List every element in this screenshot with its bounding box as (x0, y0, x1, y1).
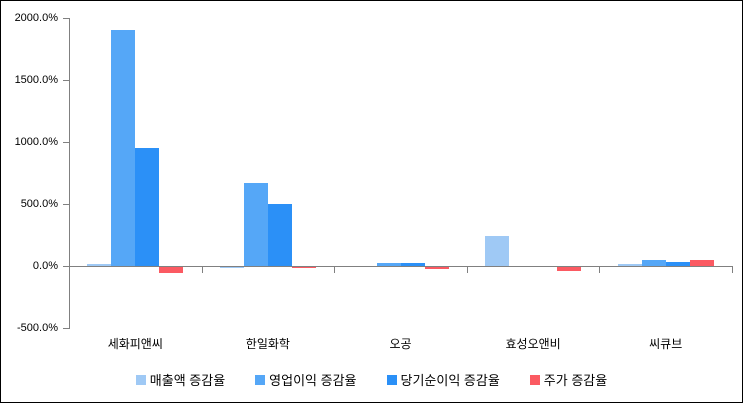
bar-영업이익 증감율-오공 (376, 262, 401, 266)
legend-swatch-주가 증감율 (529, 374, 540, 385)
bar-매출액 증감율-한일화학 (219, 267, 244, 269)
legend-swatch-영업이익 증감율 (255, 374, 266, 385)
y-axis-tick-label: 2000.0% (14, 12, 58, 24)
legend-label: 매출액 증감율 (149, 373, 226, 388)
y-axis-tick (63, 142, 69, 143)
x-axis-category-label: 씨큐브 (649, 337, 683, 351)
y-axis-tick-label: 0.0% (32, 260, 58, 272)
y-axis-line (69, 18, 70, 329)
legend-label: 당기순이익 증감율 (400, 373, 500, 388)
bar-영업이익 증감율-씨큐브 (641, 259, 666, 266)
category-boundary-tick (599, 266, 601, 273)
bar-주가 증감율-세화피앤씨 (159, 267, 184, 274)
bar-당기순이익 증감율-세화피앤씨 (135, 148, 160, 266)
bar-당기순이익 증감율-한일화학 (267, 204, 292, 266)
legend: 매출액 증감율 영업이익 증감율 당기순이익 증감율 주가 증감율 (1, 370, 742, 389)
x-axis-category-label: 효성오앤비 (505, 337, 561, 351)
legend-item: 당기순이익 증감율 (386, 370, 500, 389)
bar-당기순이익 증감율-오공 (400, 262, 425, 266)
y-axis-tick (63, 204, 69, 205)
category-boundary-tick (466, 266, 468, 273)
legend-label: 주가 증감율 (543, 373, 608, 388)
y-axis-tick (63, 266, 69, 267)
bar-영업이익 증감율-한일화학 (243, 182, 268, 266)
bar-영업이익 증감율-세화피앤씨 (111, 30, 136, 266)
y-axis-tick-label: -500.0% (17, 322, 58, 334)
category-boundary-tick (334, 266, 336, 273)
legend-item: 영업이익 증감율 (255, 370, 357, 389)
x-axis-category-label: 오공 (389, 337, 412, 351)
bar-매출액 증감율-씨큐브 (617, 264, 642, 266)
y-axis-tick (63, 80, 69, 81)
x-axis-zero-line (69, 266, 732, 267)
category-boundary-tick (201, 266, 203, 273)
y-axis-tick-label: 1500.0% (14, 74, 58, 86)
y-axis-tick (63, 328, 69, 329)
bar-주가 증감율-효성오앤비 (557, 267, 582, 271)
bar-주가 증감율-오공 (424, 267, 449, 269)
y-axis-tick-label: 1000.0% (14, 136, 58, 148)
category-boundary-tick (732, 266, 733, 273)
x-axis-category-label: 한일화학 (245, 337, 290, 351)
bar-주가 증감율-씨큐브 (689, 260, 714, 266)
bar-주가 증감율-한일화학 (291, 267, 316, 269)
bar-매출액 증감율-효성오앤비 (485, 235, 510, 266)
bar-당기순이익 증감율-씨큐브 (665, 262, 690, 266)
legend-swatch-당기순이익 증감율 (386, 374, 397, 385)
legend-item: 매출액 증감율 (135, 370, 226, 389)
y-axis-tick (63, 18, 69, 19)
bar-매출액 증감율-세화피앤씨 (87, 263, 112, 266)
legend-swatch-매출액 증감율 (135, 374, 146, 385)
legend-item: 주가 증감율 (529, 370, 608, 389)
legend-label: 영업이익 증감율 (269, 373, 357, 388)
x-axis-category-label: 세화피앤씨 (107, 337, 163, 351)
y-axis-tick-label: 500.0% (20, 198, 58, 210)
